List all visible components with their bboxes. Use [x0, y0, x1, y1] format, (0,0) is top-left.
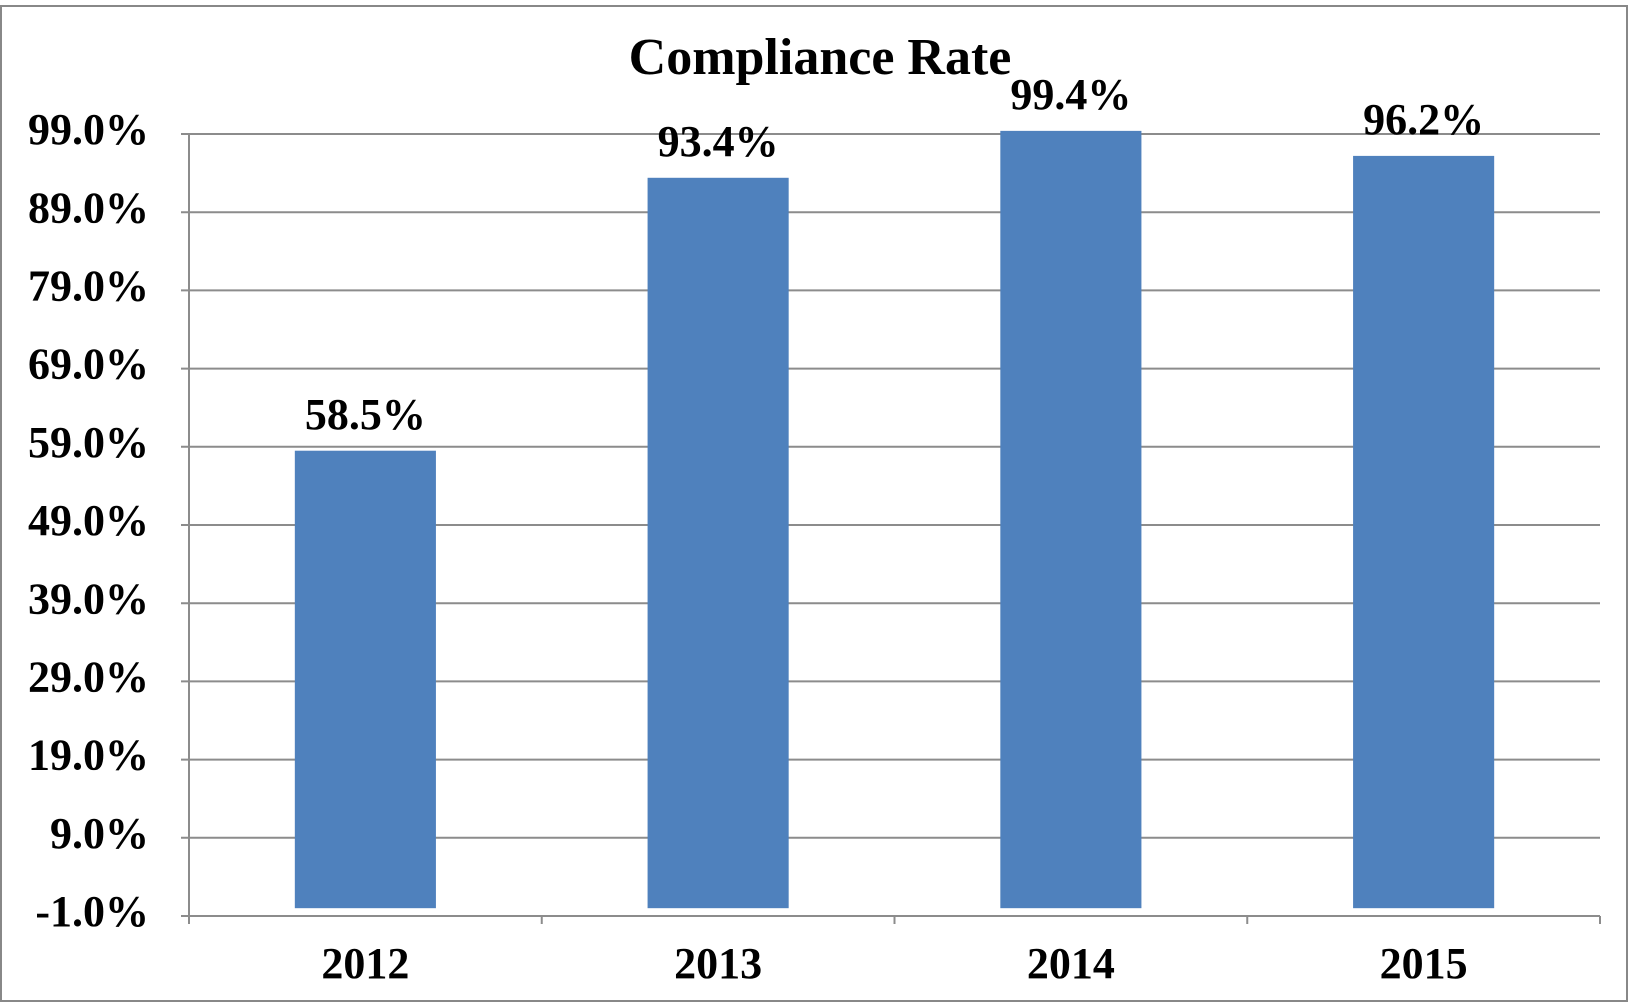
y-tick-label: 79.0%: [28, 261, 149, 310]
x-tick-label: 2015: [1380, 939, 1468, 988]
x-tick-label: 2013: [674, 939, 762, 988]
y-tick-label: 29.0%: [28, 652, 149, 701]
x-tick-label: 2014: [1027, 939, 1115, 988]
bar: [294, 450, 436, 909]
data-label: 93.4%: [658, 117, 779, 166]
y-tick-label: 89.0%: [28, 183, 149, 232]
bar: [1000, 130, 1142, 909]
y-tick-label: 69.0%: [28, 340, 149, 389]
data-label: 99.4%: [1010, 70, 1131, 119]
y-tick-label: 19.0%: [28, 731, 149, 780]
data-label: 58.5%: [305, 390, 426, 439]
chart-title: Compliance Rate: [629, 29, 1012, 86]
y-tick-label: -1.0%: [35, 887, 149, 936]
bar: [1353, 155, 1495, 909]
y-tick-label: 99.0%: [28, 105, 149, 154]
y-tick-label: 59.0%: [28, 418, 149, 467]
y-tick-label: 49.0%: [28, 496, 149, 545]
x-tick-label: 2012: [321, 939, 409, 988]
data-label: 96.2%: [1363, 95, 1484, 144]
bar: [647, 177, 789, 909]
y-tick-label: 9.0%: [50, 809, 149, 858]
y-tick-label: 39.0%: [28, 574, 149, 623]
